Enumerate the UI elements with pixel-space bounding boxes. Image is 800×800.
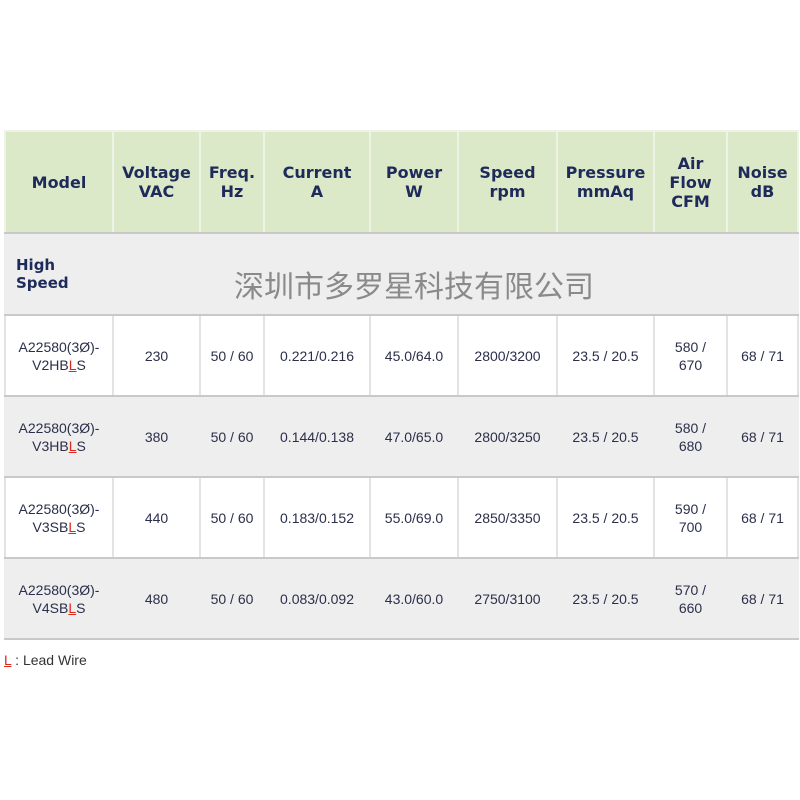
cell-model: A22580(3Ø)- V2HBLS [4, 314, 114, 397]
cell-pressure: 23.5 / 20.5 [556, 395, 655, 478]
cell-current: 0.144/0.138 [263, 395, 371, 478]
cell-freq: 50 / 60 [199, 557, 265, 640]
col-current: Current A [263, 130, 371, 234]
col-freq: Freq. Hz [199, 130, 265, 234]
cell-noise: 68 / 71 [726, 476, 799, 559]
cell-current: 0.183/0.152 [263, 476, 371, 559]
table-row: A22580(3Ø)- V3HBLS 380 50 / 60 0.144/0.138 47… [4, 395, 799, 478]
cell-freq: 50 / 60 [199, 476, 265, 559]
cell-airflow: 570 /660 [653, 557, 728, 640]
col-noise: Noise dB [726, 130, 799, 234]
cell-model: A22580(3Ø)- V3HBLS [4, 395, 114, 478]
cell-airflow: 590 /700 [653, 476, 728, 559]
section-row: High Speed 深圳市多罗星科技有限公司 [4, 232, 799, 316]
table-row: A22580(3Ø)- V2HBLS 230 50 / 60 0.221/0.216 45… [4, 314, 799, 397]
cell-power: 47.0/65.0 [369, 395, 459, 478]
cell-noise: 68 / 71 [726, 395, 799, 478]
cell-current: 0.221/0.216 [263, 314, 371, 397]
cell-airflow: 580 /680 [653, 395, 728, 478]
cell-current: 0.083/0.092 [263, 557, 371, 640]
cell-noise: 68 / 71 [726, 557, 799, 640]
cell-model: A22580(3Ø)- V3SBLS [4, 476, 114, 559]
cell-power: 55.0/69.0 [369, 476, 459, 559]
footer-note: L : Lead Wire [4, 652, 87, 668]
cell-noise: 68 / 71 [726, 314, 799, 397]
col-pressure: Pressure mmAq [556, 130, 655, 234]
col-speed: Speed rpm [457, 130, 558, 234]
cell-voltage: 480 [112, 557, 201, 640]
cell-speed: 2750/3100 [457, 557, 558, 640]
cell-voltage: 440 [112, 476, 201, 559]
cell-voltage: 380 [112, 395, 201, 478]
cell-power: 43.0/60.0 [369, 557, 459, 640]
cell-speed: 2850/3350 [457, 476, 558, 559]
cell-speed: 2800/3200 [457, 314, 558, 397]
header-row: Model Voltage VAC Freq. Hz Current A Power W… [4, 130, 799, 234]
cell-pressure: 23.5 / 20.5 [556, 314, 655, 397]
watermark: 深圳市多罗星科技有限公司 [234, 270, 594, 305]
section-label: High Speed [16, 256, 69, 292]
col-voltage: Voltage VAC [112, 130, 201, 234]
table-row: A22580(3Ø)- V4SBLS 480 50 / 60 0.083/0.092 43… [4, 557, 799, 640]
cell-airflow: 580 /670 [653, 314, 728, 397]
col-airflow: Air Flow CFM [653, 130, 728, 234]
cell-pressure: 23.5 / 20.5 [556, 557, 655, 640]
col-model: Model [4, 130, 114, 234]
cell-freq: 50 / 60 [199, 314, 265, 397]
cell-pressure: 23.5 / 20.5 [556, 476, 655, 559]
cell-voltage: 230 [112, 314, 201, 397]
cell-freq: 50 / 60 [199, 395, 265, 478]
cell-model: A22580(3Ø)- V4SBLS [4, 557, 114, 640]
spec-table: Model Voltage VAC Freq. Hz Current A Power W… [4, 130, 799, 640]
cell-speed: 2800/3250 [457, 395, 558, 478]
table-row: A22580(3Ø)- V3SBLS 440 50 / 60 0.183/0.152 55… [4, 476, 799, 559]
cell-power: 45.0/64.0 [369, 314, 459, 397]
col-power: Power W [369, 130, 459, 234]
